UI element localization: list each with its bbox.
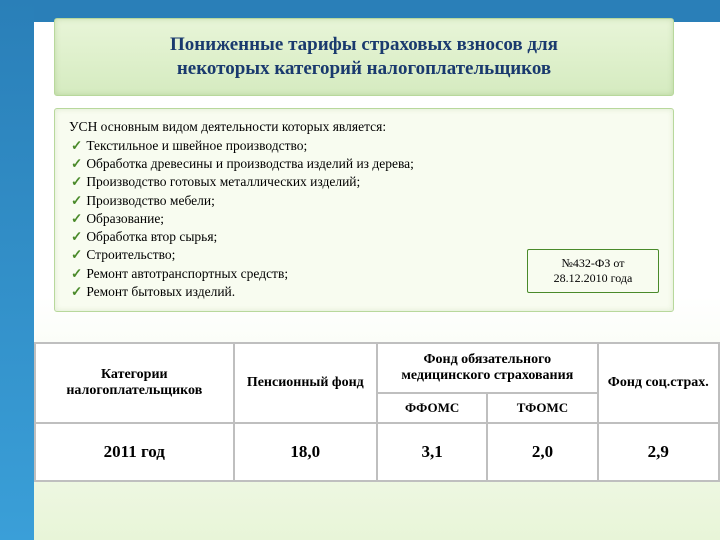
list-item: Обработка древесины и производства издел… <box>69 155 659 173</box>
list-item: Производство готовых металлических издел… <box>69 173 659 191</box>
list-item: Производство мебели; <box>69 192 659 210</box>
th-medical: Фонд обязательного медицинского страхова… <box>377 343 598 393</box>
list-item: Образование; <box>69 210 659 228</box>
th-social: Фонд соц.страх. <box>598 343 719 423</box>
slide-title-box: Пониженные тарифы страховых взносов для … <box>54 18 674 96</box>
cell-year: 2011 год <box>35 423 234 481</box>
cell-tfoms: 2,0 <box>487 423 597 481</box>
th-tfoms: ТФОМС <box>487 393 597 423</box>
cell-social: 2,9 <box>598 423 719 481</box>
law-number: №432-ФЗ от <box>534 256 652 271</box>
title-line-1: Пониженные тарифы страховых взносов для <box>73 33 655 57</box>
list-item: Обработка втор сырья; <box>69 228 659 246</box>
left-sidebar-stripe <box>0 0 34 540</box>
table-header-row: Категории налогоплательщиков Пенсионный … <box>35 343 719 393</box>
intro-text: УСН основным видом деятельности которых … <box>69 119 659 135</box>
cell-pension: 18,0 <box>234 423 377 481</box>
content-box: УСН основным видом деятельности которых … <box>54 108 674 312</box>
table-row: 2011 год 18,0 3,1 2,0 2,9 <box>35 423 719 481</box>
th-pension: Пенсионный фонд <box>234 343 377 423</box>
law-reference-badge: №432-ФЗ от 28.12.2010 года <box>527 249 659 293</box>
law-date: 28.12.2010 года <box>534 271 652 286</box>
th-category: Категории налогоплательщиков <box>35 343 234 423</box>
cell-ffoms: 3,1 <box>377 423 487 481</box>
title-line-2: некоторых категорий налогоплательщиков <box>73 57 655 81</box>
rates-table: Категории налогоплательщиков Пенсионный … <box>34 342 720 482</box>
list-item: Текстильное и швейное производство; <box>69 137 659 155</box>
th-ffoms: ФФОМС <box>377 393 487 423</box>
